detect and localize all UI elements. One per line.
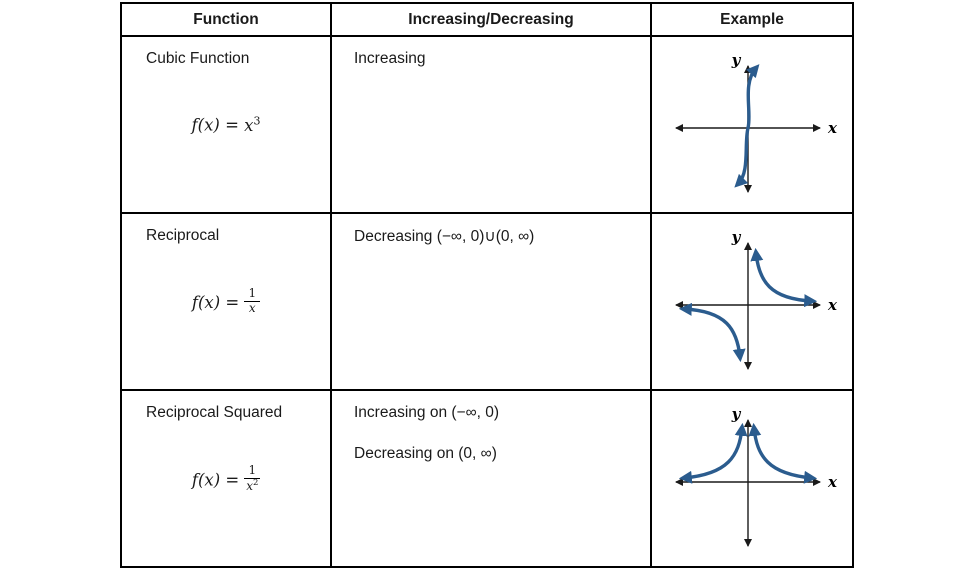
x-axis-label: x (827, 473, 838, 491)
behavior-text: Increasing (354, 50, 426, 67)
recip-squared-branch-right (748, 422, 818, 484)
header-example: Example (650, 2, 854, 37)
formula-lhs: f(x) = (191, 470, 245, 490)
function-cell: Reciprocal Squared f(x) = 1 x2 (120, 389, 332, 568)
fraction-denominator: x2 (244, 477, 260, 494)
behavior-cell: Increasing (330, 35, 652, 214)
table-row-reciprocal-squared: Reciprocal Squared f(x) = 1 x2 Increasing… (120, 389, 854, 568)
behavior-cell: Increasing on (−∞, 0) Decreasing on (0, … (330, 389, 652, 568)
behavior-text: Decreasing on (0, ∞) (354, 445, 497, 462)
function-behavior-table: Function Increasing/Decreasing Example C… (120, 2, 854, 568)
example-cell: x y (650, 35, 854, 214)
behavior-text: Decreasing (−∞, 0)∪(0, ∞) (354, 228, 535, 245)
header-function: Function (120, 2, 332, 37)
y-axis-label: y (731, 228, 742, 246)
reciprocal-branch-q3 (678, 302, 746, 362)
reciprocal-graph: x y (675, 228, 838, 370)
example-cell: x y (650, 389, 854, 568)
formula-lhs: f(x) = (191, 115, 245, 135)
cubic-graph: x y (675, 51, 838, 193)
header-row: Function Increasing/Decreasing Example (120, 2, 854, 37)
y-axis-label: y (731, 51, 742, 69)
page: Function Increasing/Decreasing Example C… (120, 2, 854, 568)
function-formula: f(x) = x3 (122, 114, 330, 135)
behavior-cell: Decreasing (−∞, 0)∪(0, ∞) (330, 212, 652, 391)
x-axis-label: x (827, 119, 838, 137)
formula-exponent: 3 (253, 114, 261, 127)
y-axis-label: y (731, 405, 742, 423)
example-cell: x y (650, 212, 854, 391)
fraction-numerator: 1 (244, 463, 261, 479)
behavior-text: Increasing on (−∞, 0) (354, 404, 500, 421)
fraction-denominator-base: x (246, 478, 253, 493)
fraction-denominator: x (248, 300, 256, 315)
cubic-curve (734, 63, 760, 188)
header-increasing-decreasing: Increasing/Decreasing (330, 2, 652, 37)
function-name: Reciprocal Squared (146, 404, 283, 421)
formula-base: x (244, 115, 254, 135)
fraction: 1 x2 (244, 463, 261, 494)
function-cell: Cubic Function f(x) = x3 (120, 35, 332, 214)
function-formula: f(x) = 1 x2 (122, 463, 330, 494)
fraction-denominator-exponent: 2 (252, 477, 259, 488)
x-axis-label: x (827, 296, 838, 314)
reciprocal-branch-q1 (750, 247, 818, 307)
function-name: Cubic Function (146, 50, 250, 67)
formula-lhs: f(x) = (191, 292, 245, 312)
fraction-numerator: 1 (244, 286, 261, 302)
recip-squared-branch-left (678, 422, 748, 484)
table-row-cubic: Cubic Function f(x) = x3 Increasing (120, 35, 854, 214)
function-name: Reciprocal (146, 227, 220, 244)
reciprocal-squared-graph: x y (675, 405, 838, 547)
